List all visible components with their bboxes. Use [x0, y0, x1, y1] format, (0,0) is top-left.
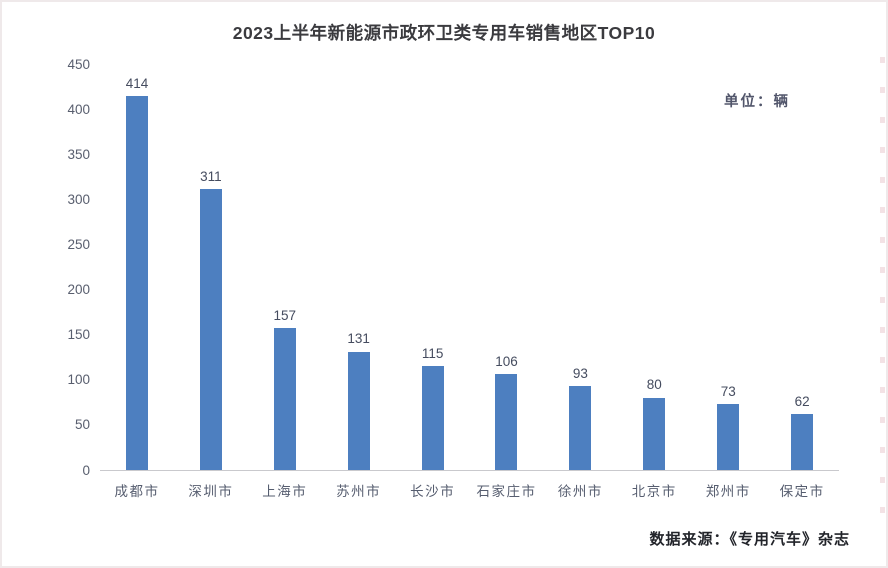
bar-value-label: 311 [200, 168, 222, 184]
chart-title: 2023上半年新能源市政环卫类专用车销售地区TOP10 [232, 23, 656, 43]
bar-slot: 62 [765, 395, 839, 470]
y-axis: 0 50 100 150 200 250 300 350 400 450 [42, 57, 90, 476]
bar-slot: 93 [543, 367, 617, 470]
bar-value-label: 131 [347, 331, 370, 347]
bar [125, 96, 148, 470]
bar-slot: 73 [691, 385, 765, 470]
bar-slot: 80 [617, 378, 691, 470]
right-edge-artifact [880, 57, 885, 531]
y-axis-tick-label: 450 [67, 56, 90, 72]
bar-slot: 115 [396, 347, 470, 470]
y-axis-tick-label: 300 [67, 191, 90, 207]
x-axis-label: 成都市 [114, 484, 160, 499]
unit-label: 单位：辆 [724, 94, 790, 110]
bar [569, 386, 592, 470]
y-axis-tick-label: 150 [67, 326, 90, 342]
y-axis-tick-label: 100 [67, 372, 90, 388]
x-axis-label: 苏州市 [336, 484, 382, 499]
bar [421, 366, 444, 470]
bar-slot: 414 [100, 77, 174, 470]
bar [643, 397, 666, 470]
bar-plot-area: 414 311 157 131 115 106 93 80 73 62 [100, 64, 839, 471]
x-axis-label: 郑州市 [705, 484, 751, 499]
bar [273, 328, 296, 470]
bar-value-label: 115 [421, 345, 444, 361]
bar [199, 189, 222, 470]
bar-slot: 311 [174, 170, 248, 470]
x-axis-label: 北京市 [631, 484, 677, 499]
y-axis-tick-label: 0 [82, 462, 90, 478]
bar-value-label: 80 [646, 377, 662, 393]
bar-slot: 106 [470, 355, 544, 470]
x-axis-label: 石家庄市 [476, 484, 537, 499]
bar-value-label: 62 [794, 393, 810, 409]
bar-value-label: 414 [125, 75, 149, 91]
bar [347, 351, 370, 470]
bar [495, 374, 518, 470]
x-axis-label: 长沙市 [410, 484, 456, 499]
bar-value-label: 93 [572, 365, 588, 381]
y-axis-tick-label: 250 [67, 236, 90, 252]
y-axis-tick-label: 50 [74, 417, 90, 433]
y-axis-tick-label: 200 [67, 281, 90, 297]
y-axis-tick-label: 400 [67, 101, 90, 117]
bar [717, 404, 740, 470]
bar-value-label: 73 [720, 383, 736, 399]
x-axis-label: 上海市 [262, 484, 308, 499]
x-axis-labels: 成都市 深圳市 上海市 苏州市 长沙市 石家庄市 徐州市 北京市 郑州市 保定市 [100, 480, 839, 500]
x-axis-label: 徐州市 [557, 484, 603, 499]
bar-value-label: 106 [495, 353, 518, 369]
data-source-note: 数据来源：《专用汽车》杂志 [649, 531, 850, 548]
x-axis-label: 深圳市 [188, 484, 234, 499]
bar-slot: 157 [248, 309, 322, 470]
bar-slot: 131 [322, 332, 396, 470]
y-axis-tick-label: 350 [67, 146, 90, 162]
x-axis-label: 保定市 [779, 484, 825, 499]
bar-value-label: 157 [273, 307, 297, 323]
bar [791, 414, 814, 470]
